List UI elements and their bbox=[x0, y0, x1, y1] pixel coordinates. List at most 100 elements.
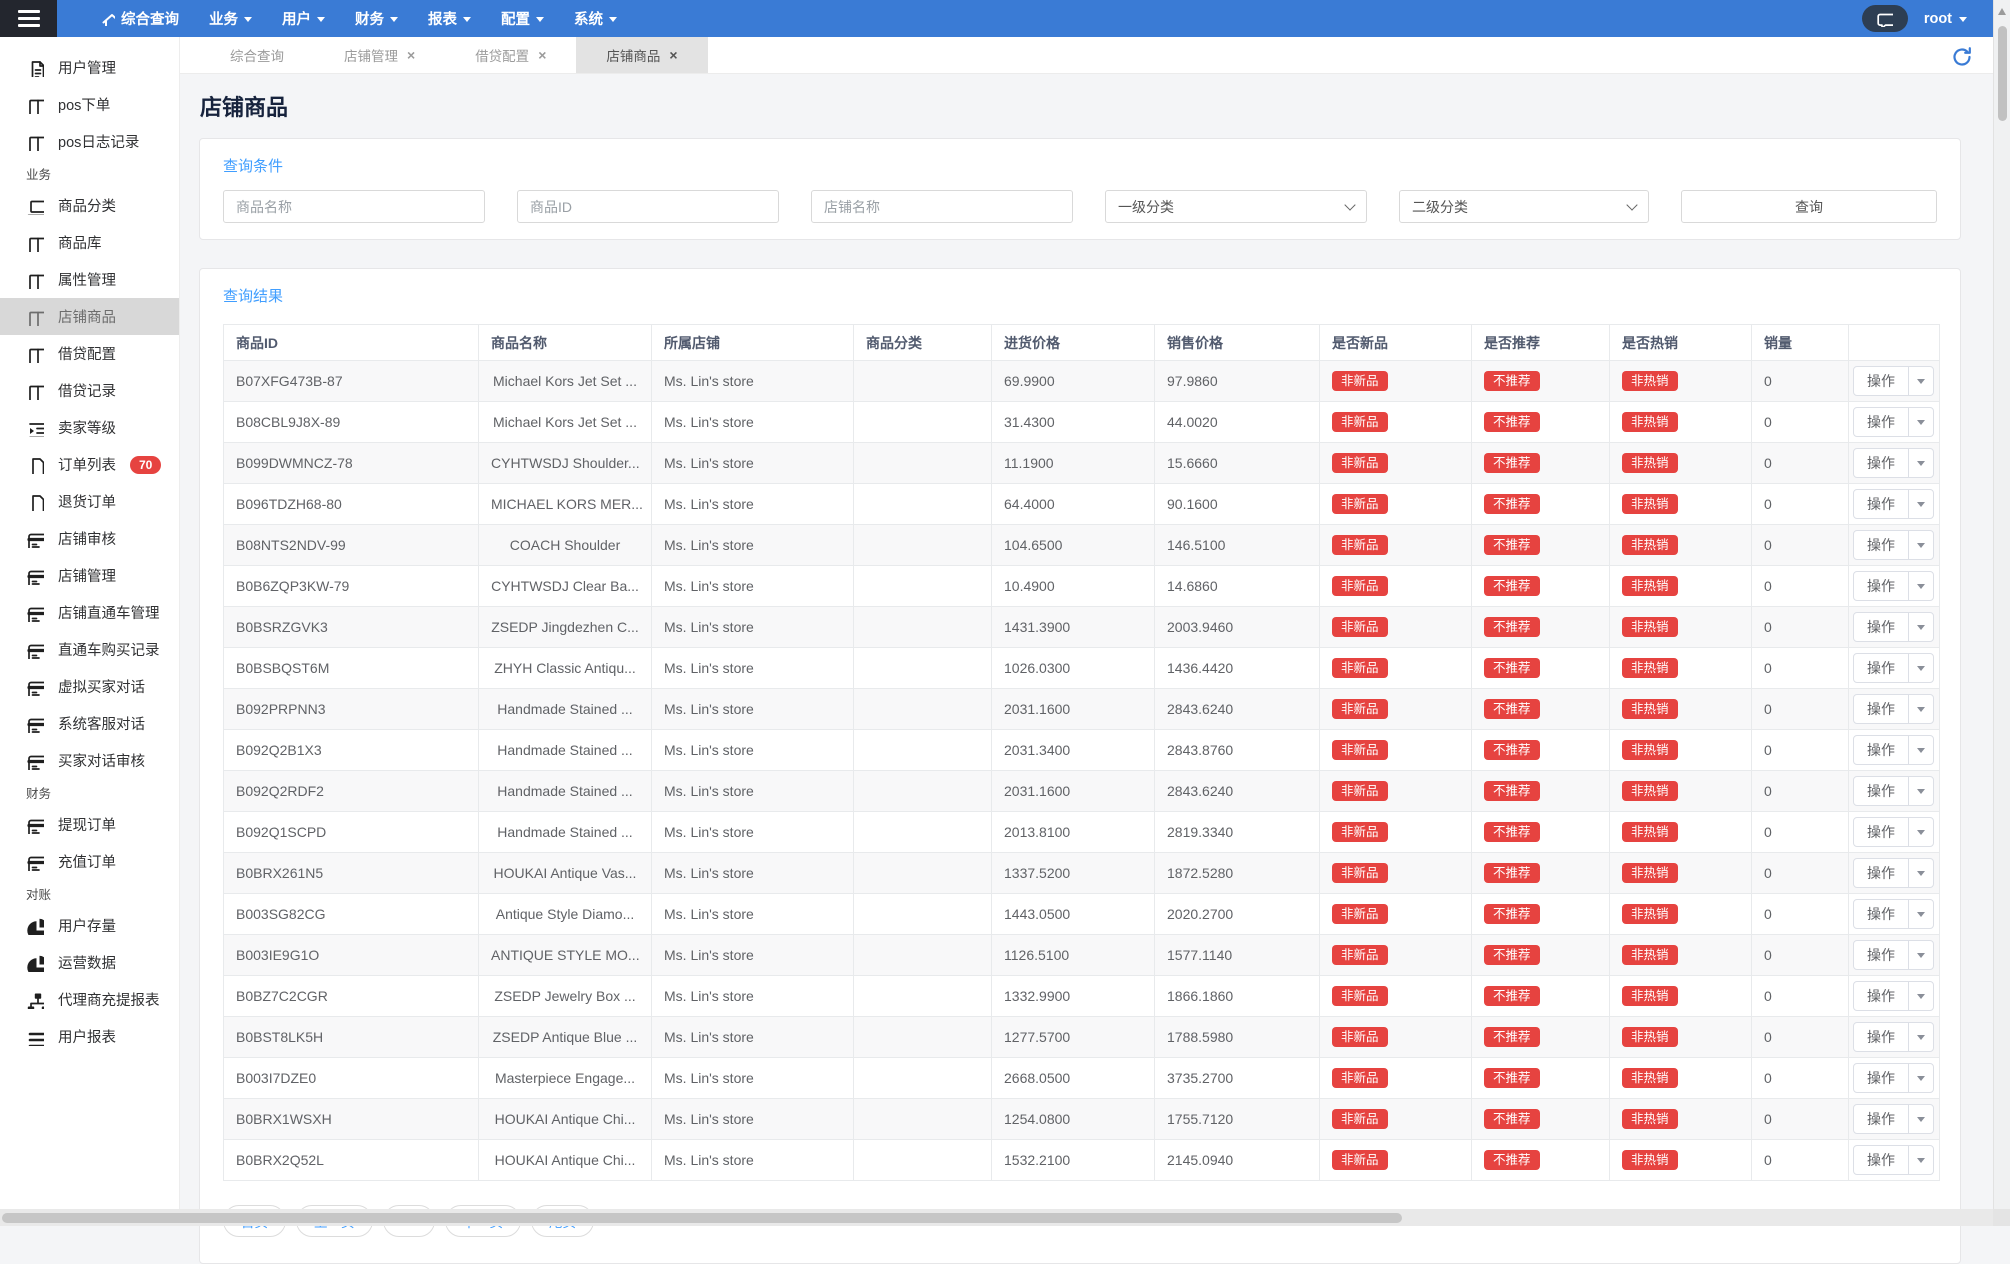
horizontal-scrollbar[interactable] bbox=[0, 1209, 1993, 1226]
refresh-button[interactable] bbox=[1950, 45, 1971, 66]
product-id-cell: B003I7DZE0 bbox=[224, 1058, 479, 1099]
sidebar-item[interactable]: 虚拟买家对话 bbox=[0, 668, 179, 705]
close-icon[interactable]: × bbox=[407, 48, 415, 62]
action-button[interactable]: 操作 bbox=[1853, 940, 1934, 970]
action-button[interactable]: 操作 bbox=[1853, 1063, 1934, 1093]
action-dropdown-toggle[interactable] bbox=[1908, 695, 1933, 723]
sidebar-item[interactable]: 订单列表 70 bbox=[0, 446, 179, 483]
action-button[interactable]: 操作 bbox=[1853, 653, 1934, 683]
nav-menu-item[interactable]: 综合查询 bbox=[85, 0, 194, 37]
messages-button[interactable] bbox=[1862, 5, 1908, 32]
action-dropdown-toggle[interactable] bbox=[1908, 654, 1933, 682]
sidebar-item[interactable]: 退货订单 bbox=[0, 483, 179, 520]
close-icon[interactable]: × bbox=[538, 48, 546, 62]
query-button[interactable]: 查询 bbox=[1681, 190, 1937, 223]
caret-down-icon bbox=[1917, 912, 1925, 917]
action-dropdown-toggle[interactable] bbox=[1908, 1105, 1933, 1133]
action-button[interactable]: 操作 bbox=[1853, 407, 1934, 437]
action-button[interactable]: 操作 bbox=[1853, 1104, 1934, 1134]
action-button[interactable]: 操作 bbox=[1853, 366, 1934, 396]
action-dropdown-toggle[interactable] bbox=[1908, 859, 1933, 887]
sidebar-item[interactable]: 代理商充提报表 bbox=[0, 981, 179, 1018]
action-button[interactable]: 操作 bbox=[1853, 817, 1934, 847]
action-button[interactable]: 操作 bbox=[1853, 1145, 1934, 1175]
sidebar-item[interactable]: 属性管理 bbox=[0, 261, 179, 298]
user-menu[interactable]: root bbox=[1924, 11, 1967, 27]
action-button[interactable]: 操作 bbox=[1853, 981, 1934, 1011]
hamburger-menu-button[interactable] bbox=[0, 0, 57, 37]
sidebar-item[interactable]: 借贷记录 bbox=[0, 372, 179, 409]
search-panel: 查询条件 一级分类 二级分类 查询 bbox=[199, 138, 1961, 240]
table-icon bbox=[26, 308, 44, 326]
sidebar-item[interactable]: 店铺审核 bbox=[0, 520, 179, 557]
product-name-input[interactable] bbox=[223, 190, 485, 223]
store-name-input[interactable] bbox=[811, 190, 1073, 223]
sidebar-item[interactable]: 充值订单 bbox=[0, 843, 179, 880]
action-button[interactable]: 操作 bbox=[1853, 571, 1934, 601]
sidebar-item[interactable]: 店铺管理 bbox=[0, 557, 179, 594]
action-button[interactable]: 操作 bbox=[1853, 899, 1934, 929]
sidebar-item[interactable]: 用户报表 bbox=[0, 1018, 179, 1055]
sidebar-item[interactable]: 店铺商品 bbox=[0, 298, 179, 335]
sidebar-item[interactable]: 用户管理 bbox=[0, 49, 179, 86]
sidebar-item[interactable]: 提现订单 bbox=[0, 806, 179, 843]
sidebar-item[interactable]: 商品库 bbox=[0, 224, 179, 261]
action-dropdown-toggle[interactable] bbox=[1908, 1064, 1933, 1092]
product-id-input[interactable] bbox=[517, 190, 779, 223]
nav-menu-item[interactable]: 用户 bbox=[267, 0, 340, 37]
action-button[interactable]: 操作 bbox=[1853, 1022, 1934, 1052]
action-dropdown-toggle[interactable] bbox=[1908, 367, 1933, 395]
action-dropdown-toggle[interactable] bbox=[1908, 736, 1933, 764]
action-button[interactable]: 操作 bbox=[1853, 612, 1934, 642]
action-dropdown-toggle[interactable] bbox=[1908, 900, 1933, 928]
horizontal-scrollbar-thumb[interactable] bbox=[2, 1213, 1402, 1223]
tab[interactable]: 店铺商品 × bbox=[576, 37, 707, 73]
sidebar-item[interactable]: 系统客服对话 bbox=[0, 705, 179, 742]
sidebar-item[interactable]: 直通车购买记录 bbox=[0, 631, 179, 668]
action-button[interactable]: 操作 bbox=[1853, 489, 1934, 519]
action-dropdown-toggle[interactable] bbox=[1908, 982, 1933, 1010]
sidebar-item[interactable]: 借贷配置 bbox=[0, 335, 179, 372]
sidebar-item[interactable]: 买家对话审核 bbox=[0, 742, 179, 779]
sidebar-item[interactable]: pos下单 bbox=[0, 86, 179, 123]
action-button[interactable]: 操作 bbox=[1853, 530, 1934, 560]
action-dropdown-toggle[interactable] bbox=[1908, 490, 1933, 518]
action-button[interactable]: 操作 bbox=[1853, 776, 1934, 806]
vertical-scrollbar-thumb[interactable] bbox=[1998, 26, 2007, 121]
action-dropdown-toggle[interactable] bbox=[1908, 1146, 1933, 1174]
nav-menu-item[interactable]: 财务 bbox=[340, 0, 413, 37]
action-dropdown-toggle[interactable] bbox=[1908, 613, 1933, 641]
action-dropdown-toggle[interactable] bbox=[1908, 777, 1933, 805]
category-level1-select[interactable]: 一级分类 bbox=[1105, 190, 1367, 223]
action-dropdown-toggle[interactable] bbox=[1908, 572, 1933, 600]
action-dropdown-toggle[interactable] bbox=[1908, 941, 1933, 969]
nav-menu-item[interactable]: 报表 bbox=[413, 0, 486, 37]
tab[interactable]: 综合查询 bbox=[200, 37, 314, 73]
sidebar-item[interactable]: 店铺直通车管理 bbox=[0, 594, 179, 631]
action-button[interactable]: 操作 bbox=[1853, 694, 1934, 724]
sidebar-item[interactable]: 用户存量 bbox=[0, 907, 179, 944]
action-dropdown-toggle[interactable] bbox=[1908, 818, 1933, 846]
action-dropdown-toggle[interactable] bbox=[1908, 408, 1933, 436]
caret-down-icon bbox=[1917, 789, 1925, 794]
category-level2-select[interactable]: 二级分类 bbox=[1399, 190, 1649, 223]
tab[interactable]: 店铺管理 × bbox=[314, 37, 445, 73]
action-dropdown-toggle[interactable] bbox=[1908, 1023, 1933, 1051]
action-button[interactable]: 操作 bbox=[1853, 735, 1934, 765]
nav-menu-item[interactable]: 业务 bbox=[194, 0, 267, 37]
nav-menu-item[interactable]: 配置 bbox=[486, 0, 559, 37]
tab[interactable]: 借贷配置 × bbox=[445, 37, 576, 73]
vertical-scrollbar[interactable] bbox=[1993, 0, 2010, 1209]
sidebar-item[interactable]: 运营数据 bbox=[0, 944, 179, 981]
sidebar-item[interactable]: 商品分类 bbox=[0, 187, 179, 224]
scroll-up-arrow-icon[interactable] bbox=[1998, 8, 2006, 15]
action-button[interactable]: 操作 bbox=[1853, 448, 1934, 478]
action-dropdown-toggle[interactable] bbox=[1908, 449, 1933, 477]
table-row: B092Q1SCPD Handmade Stained ... Ms. Lin'… bbox=[224, 812, 1940, 853]
close-icon[interactable]: × bbox=[669, 48, 677, 62]
action-dropdown-toggle[interactable] bbox=[1908, 531, 1933, 559]
sidebar-item[interactable]: 卖家等级 bbox=[0, 409, 179, 446]
action-button[interactable]: 操作 bbox=[1853, 858, 1934, 888]
nav-menu-item[interactable]: 系统 bbox=[559, 0, 632, 37]
sidebar-item[interactable]: pos日志记录 bbox=[0, 123, 179, 160]
